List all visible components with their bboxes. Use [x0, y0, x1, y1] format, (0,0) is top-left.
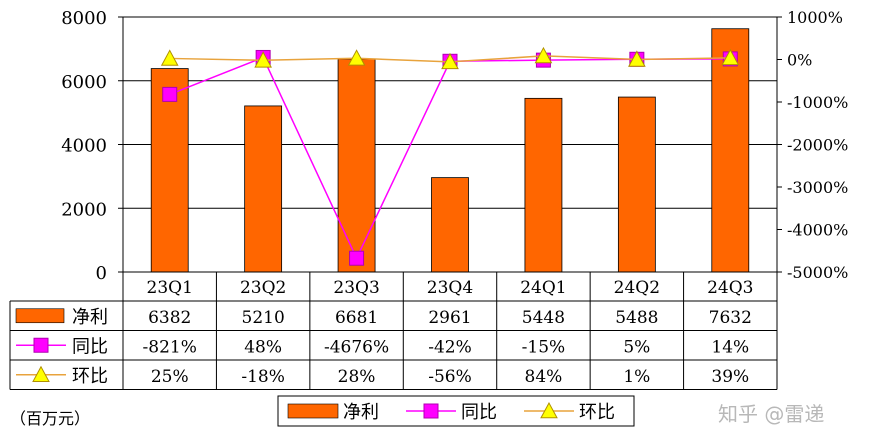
row-label: 同比 — [72, 336, 108, 357]
left-tick-label: 6000 — [61, 72, 107, 93]
table-cell: 7632 — [709, 308, 752, 328]
legend-label: 环比 — [579, 402, 615, 423]
row-label: 环比 — [72, 366, 108, 387]
bar-24Q2 — [617, 96, 656, 273]
qoq-point-23Q4 — [441, 52, 459, 70]
right-tick-label: 1000% — [787, 8, 843, 27]
category-label: 23Q4 — [427, 278, 473, 298]
qoq-point-24Q2 — [628, 50, 646, 67]
qoq-point-23Q3 — [347, 49, 366, 66]
qoq-point-24Q1 — [534, 46, 553, 64]
table-cell: 1% — [623, 367, 650, 387]
qoq-point-23Q1 — [160, 49, 179, 66]
table-cell: 5488 — [615, 308, 658, 328]
bar-24Q3 — [711, 28, 750, 273]
right-tick-label: -4000% — [787, 221, 848, 240]
legend-key-marker — [540, 401, 558, 419]
table-cell: -56% — [428, 367, 472, 387]
table-cell: 5448 — [522, 308, 565, 328]
table-cell: -4676% — [324, 337, 389, 357]
bar-23Q1 — [150, 68, 189, 273]
legend-label: 净利 — [343, 402, 379, 423]
table-cell: -42% — [428, 337, 472, 357]
legend-key-marker — [423, 403, 439, 419]
bar-23Q3 — [337, 58, 376, 273]
line-series-group — [160, 46, 740, 266]
row-key-net-profit — [15, 308, 65, 324]
table-cell: 14% — [711, 337, 749, 357]
table-cell: 6382 — [148, 308, 191, 328]
row-label: 净利 — [72, 307, 108, 328]
left-tick-label: 0 — [96, 263, 107, 284]
category-label: 24Q1 — [520, 278, 566, 298]
table-cell: -15% — [522, 337, 566, 357]
yoy-point-23Q3 — [349, 250, 365, 266]
category-label: 23Q2 — [240, 278, 286, 298]
bar-23Q4 — [431, 177, 469, 273]
qoq-point-23Q2 — [254, 51, 272, 68]
right-tick-label: 0% — [787, 51, 812, 70]
table-cell: 5% — [623, 337, 650, 357]
yoy-point-23Q1 — [162, 86, 178, 102]
table-cell: 48% — [244, 337, 282, 357]
table-cell: 84% — [525, 367, 563, 387]
table-cell: 25% — [151, 367, 189, 387]
watermark: 知乎 @雷递 — [718, 402, 825, 426]
row-key-marker — [33, 337, 49, 353]
table-cell: 39% — [711, 367, 749, 387]
bar-24Q1 — [524, 97, 563, 273]
right-tick-label: -5000% — [787, 263, 848, 282]
bars-series-net-profit — [150, 28, 750, 273]
table-cell: 6681 — [335, 308, 378, 328]
right-tick-label: -1000% — [787, 93, 848, 112]
legend-key-bar — [287, 403, 339, 419]
right-tick-label: -3000% — [787, 178, 848, 197]
category-label: 23Q3 — [333, 278, 379, 298]
category-label: 24Q3 — [707, 278, 753, 298]
chart-legend: 净利 同比 环比 — [277, 395, 635, 427]
table-cell: -18% — [241, 367, 285, 387]
right-tick-label: -2000% — [787, 136, 848, 155]
data-table: 23Q1 23Q2 23Q3 23Q4 24Q1 24Q2 24Q3 净利 6382 5210 66… — [9, 271, 778, 390]
left-tick-label: 8000 — [61, 8, 107, 29]
table-cell: -821% — [143, 337, 197, 357]
qoq-point-24Q3 — [721, 48, 740, 66]
table-cell: 2961 — [428, 308, 471, 328]
table-cell: 5210 — [242, 308, 285, 328]
left-tick-label: 4000 — [61, 136, 107, 157]
category-label: 23Q1 — [147, 278, 193, 298]
legend-label: 同比 — [461, 402, 497, 423]
unit-note: （百万元） — [10, 409, 91, 428]
row-key-marker — [32, 365, 50, 383]
bar-23Q2 — [244, 105, 283, 273]
table-cell: 28% — [338, 367, 376, 387]
left-tick-label: 2000 — [61, 199, 107, 220]
axes: 0 2000 4000 6000 8000 1000% 0% -1000% -2000% -300… — [61, 8, 848, 284]
category-label: 24Q2 — [614, 278, 660, 298]
